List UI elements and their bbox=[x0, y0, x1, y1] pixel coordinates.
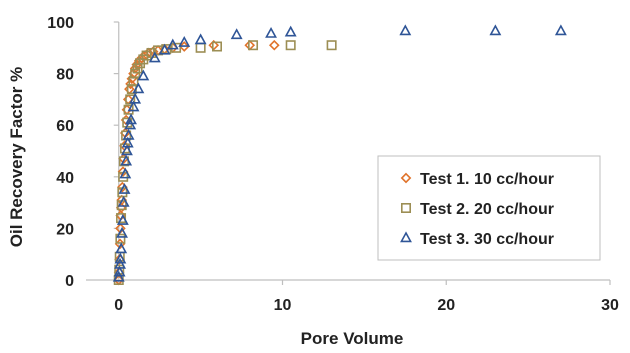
data-point bbox=[113, 265, 126, 277]
data-point bbox=[489, 24, 502, 36]
data-point bbox=[248, 40, 259, 51]
data-point bbox=[114, 252, 127, 264]
data-point bbox=[116, 226, 128, 238]
legend-box bbox=[377, 155, 601, 261]
data-point bbox=[230, 28, 243, 40]
data-point bbox=[554, 24, 567, 36]
legend-label: Test 1. 10 cc/hour bbox=[420, 171, 554, 188]
legend-marker bbox=[400, 231, 412, 243]
data-point bbox=[178, 35, 191, 47]
legend-marker bbox=[400, 172, 412, 184]
data-point bbox=[127, 100, 140, 112]
data-point bbox=[119, 167, 132, 179]
data-point bbox=[265, 26, 277, 38]
data-point bbox=[148, 51, 161, 63]
y-tick-label: 40 bbox=[56, 170, 74, 187]
plot-points bbox=[112, 24, 567, 286]
legend-marker bbox=[400, 203, 411, 214]
data-point bbox=[194, 33, 207, 45]
data-point bbox=[244, 39, 256, 51]
series-2 bbox=[113, 40, 337, 285]
data-point bbox=[326, 40, 337, 51]
y-axis-title: Oil Recovery Factor % bbox=[7, 67, 26, 247]
data-point bbox=[130, 68, 141, 79]
data-point bbox=[268, 39, 280, 51]
data-point bbox=[116, 213, 129, 225]
data-point bbox=[146, 47, 157, 58]
data-point bbox=[158, 43, 171, 55]
data-point bbox=[137, 69, 150, 81]
data-point bbox=[195, 42, 206, 53]
x-axis-title: Pore Volume bbox=[301, 329, 404, 348]
data-point bbox=[208, 39, 220, 51]
x-tick-label: 30 bbox=[601, 297, 619, 314]
data-point bbox=[120, 144, 133, 156]
y-tick-label: 100 bbox=[47, 15, 74, 32]
y-tick-label: 20 bbox=[56, 221, 74, 238]
y-tick-label: 60 bbox=[56, 118, 74, 135]
y-tick-label: 0 bbox=[65, 273, 74, 290]
legend-label: Test 2. 20 cc/hour bbox=[420, 201, 554, 218]
x-axis-ticks: 0 10 20 30 bbox=[114, 280, 619, 314]
data-point bbox=[115, 242, 128, 254]
data-point bbox=[129, 92, 142, 104]
data-point bbox=[178, 41, 190, 52]
data-point bbox=[115, 233, 126, 244]
data-point bbox=[284, 25, 297, 37]
x-tick-label: 10 bbox=[274, 297, 292, 314]
data-point bbox=[132, 82, 145, 94]
data-point bbox=[122, 128, 135, 140]
legend-label: Test 3. 30 cc/hour bbox=[420, 231, 554, 248]
data-point bbox=[118, 183, 131, 194]
data-point bbox=[125, 113, 137, 125]
legend: Test 1. 10 cc/hour Test 2. 20 cc/hour Test… bbox=[377, 155, 601, 261]
data-point bbox=[171, 42, 182, 53]
data-point bbox=[399, 24, 412, 36]
data-point bbox=[112, 270, 125, 282]
data-point bbox=[123, 104, 134, 115]
data-point bbox=[114, 257, 127, 269]
y-tick-label: 80 bbox=[56, 67, 74, 84]
data-point bbox=[120, 154, 133, 166]
data-point bbox=[212, 41, 223, 52]
data-point bbox=[124, 118, 137, 130]
y-axis-ticks: 0 20 40 60 80 100 bbox=[47, 15, 119, 290]
data-point bbox=[116, 213, 127, 224]
series-3 bbox=[112, 24, 567, 282]
x-tick-label: 0 bbox=[114, 297, 123, 314]
data-point bbox=[121, 136, 134, 148]
data-point bbox=[285, 40, 296, 51]
data-point bbox=[132, 63, 143, 74]
data-point bbox=[117, 195, 130, 207]
data-point bbox=[166, 38, 179, 50]
x-tick-label: 20 bbox=[437, 297, 455, 314]
